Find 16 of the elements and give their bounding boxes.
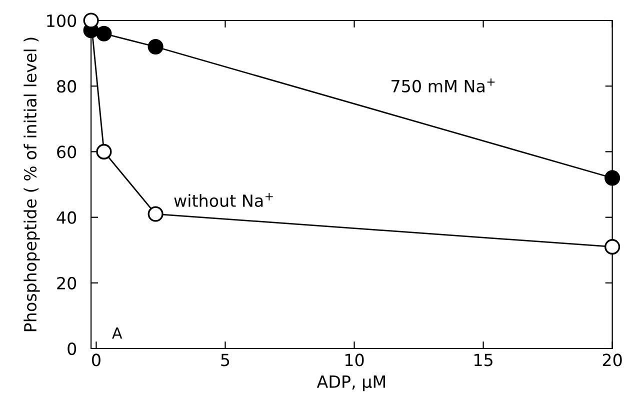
x-axis-title: ADP, μM [316,376,385,392]
x-tick-label: 15 [474,354,492,366]
y-tick-label: 60 [57,146,76,158]
y-tick-label: 40 [56,211,76,224]
y-axis-title: Phosphopeptide ( % of initial level ) [24,38,40,332]
x-tick-label: 20 [602,354,622,366]
y-tick-label: 100 [47,14,76,28]
annotation: A [112,328,122,339]
x-tick-label: 5 [221,354,230,366]
series-label: 750 mM Na$^{+}$ [392,78,495,92]
y-tick-label: 20 [57,276,76,290]
y-tick-label: 80 [57,80,76,93]
x-tick-label: 10 [345,354,364,366]
series-label: without Na$^{+}$ [174,193,273,207]
y-tick-label: 0 [68,342,76,356]
x-tick-label: 0 [92,354,100,366]
